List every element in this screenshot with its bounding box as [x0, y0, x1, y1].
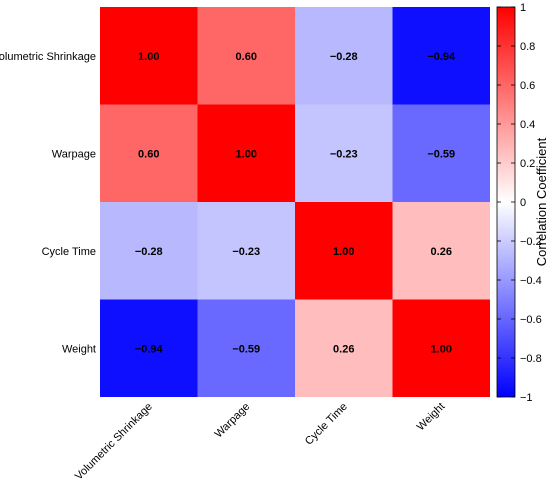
heatmap-cell: [392, 299, 490, 397]
heatmap-cells: 1.00 0.60 −0.28 −0.94 0.60 1.00 −0.23 −0.59 −0.2…: [100, 7, 490, 397]
heatmap-cell: [197, 104, 295, 202]
cell-value-label: 0.60: [138, 148, 159, 160]
heatmap-cell: [295, 7, 393, 105]
heatmap-cell: [100, 202, 198, 300]
row-label: Cycle Time: [42, 246, 96, 258]
cell-value-label: −0.94: [135, 343, 164, 355]
colorbar-tick-label: −0.8: [520, 353, 542, 365]
cell-value-label: −0.28: [330, 51, 358, 63]
column-label: Warpage: [213, 401, 253, 441]
heatmap-cell: [100, 7, 198, 105]
heatmap-cell: [100, 299, 198, 397]
colorbar: 1 0.8 0.6 0.4 0.2 0 −0.2 −0.4 −0.6 −0.8 −1 Correlat…: [496, 2, 549, 404]
cell-value-label: −0.23: [330, 148, 358, 160]
column-label: Cycle Time: [303, 401, 350, 448]
cell-value-label: −0.23: [232, 246, 260, 258]
heatmap-cell: [197, 299, 295, 397]
row-labels: Volumetric Shrinkage Warpage Cycle Time Wei…: [0, 51, 96, 356]
colorbar-tick-label: 0.8: [520, 41, 535, 53]
cell-value-label: −0.94: [427, 51, 456, 63]
heatmap-cell: [295, 299, 393, 397]
heatmap-cell: [100, 104, 198, 202]
colorbar-tick-label: 1: [520, 2, 526, 14]
heatmap-cell: [295, 202, 393, 300]
row-label: Warpage: [52, 148, 96, 160]
colorbar-tick-label: 0.2: [520, 158, 535, 170]
heatmap-cell: [295, 104, 393, 202]
heatmap-cell: [197, 202, 295, 300]
column-label: Volumetric Shrinkage: [73, 401, 155, 478]
colorbar-tick-label: −0.4: [520, 275, 542, 287]
heatmap-cell: [197, 7, 295, 105]
column-labels: Volumetric Shrinkage Warpage Cycle Time Wei…: [73, 401, 447, 478]
cell-value-label: −0.59: [232, 343, 260, 355]
column-label: Weight: [415, 401, 448, 434]
cell-value-label: 1.00: [431, 343, 452, 355]
colorbar-title: Correlation Coefficient: [534, 137, 549, 266]
cell-value-label: −0.28: [135, 246, 163, 258]
cell-value-label: 0.26: [333, 343, 354, 355]
row-label: Weight: [62, 343, 96, 355]
heatmap-cell: [392, 7, 490, 105]
colorbar-tick-label: −1: [520, 392, 533, 404]
colorbar-tick-label: 0.6: [520, 80, 535, 92]
colorbar-tick-label: 0.4: [520, 119, 535, 131]
cell-value-label: 0.60: [236, 51, 257, 63]
row-label: Volumetric Shrinkage: [0, 51, 96, 63]
cell-value-label: 0.26: [431, 246, 452, 258]
cell-value-label: 1.00: [236, 148, 257, 160]
colorbar-tick-label: 0: [520, 197, 526, 209]
cell-value-label: −0.59: [427, 148, 455, 160]
heatmap-cell: [392, 104, 490, 202]
colorbar-tick-label: −0.2: [520, 236, 542, 248]
heatmap-cell: [392, 202, 490, 300]
colorbar-tick-label: −0.6: [520, 314, 542, 326]
cell-value-label: 1.00: [333, 246, 354, 258]
cell-value-label: 1.00: [138, 51, 159, 63]
